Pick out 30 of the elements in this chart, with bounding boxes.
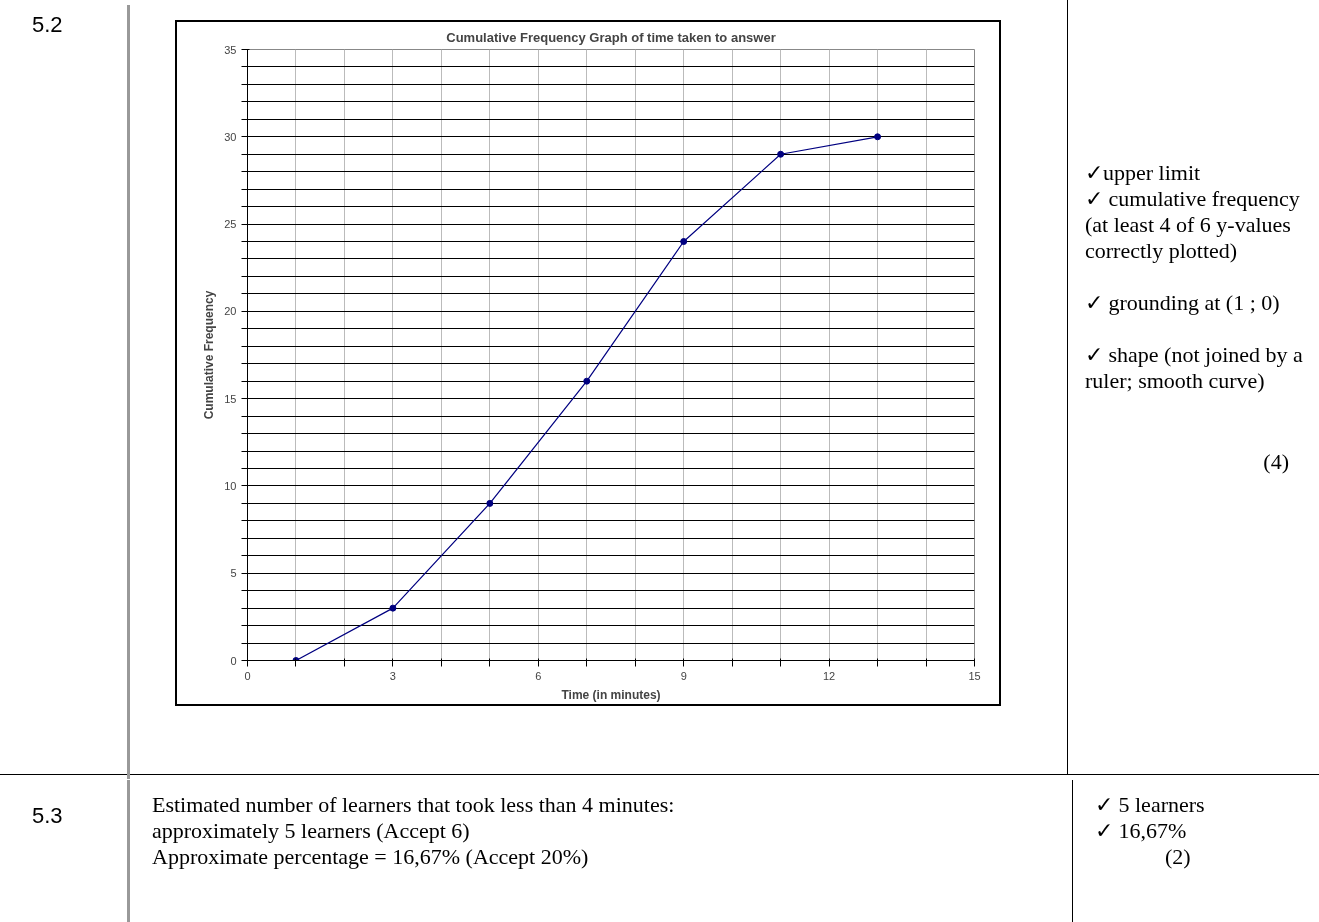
text: Estimated number of learners that took less than 4 minutes: (152, 792, 675, 817)
text: 5.3 (31, 802, 63, 830)
text: ✓ 16,67% (1095, 817, 1187, 843)
x-tick-label: 9 (680, 669, 687, 682)
y-tick-label: 0 (230, 654, 237, 667)
text: ✓ grounding at (1 ; 0) (1085, 289, 1280, 315)
x-axis-title: Time (in minutes) (561, 687, 661, 702)
text: (2) (1163, 843, 1192, 870)
text: ✓upper limit (1085, 160, 1201, 185)
x-tick-label: 12 (822, 669, 836, 682)
text: ✓ 5 learners (1095, 792, 1205, 817)
y-tick-label: 35 (224, 43, 237, 56)
y-tick-label: 30 (224, 130, 237, 143)
y-tick-label: 25 (224, 218, 237, 231)
x-tick-label: 3 (389, 669, 396, 682)
text: 5.2 (31, 11, 63, 39)
y-axis-title: Cumulative Frequency (202, 290, 217, 420)
text: (4) (1262, 447, 1290, 475)
y-tick-label: 5 (230, 567, 237, 580)
chart-title: Cumulative Frequency Graph of time taken to answer (446, 29, 776, 45)
x-tick-label: 0 (244, 669, 251, 682)
y-tick-label: 15 (224, 392, 237, 405)
x-tick-label: 6 (535, 669, 542, 682)
y-tick-label: 10 (224, 479, 237, 492)
x-tick-label: 15 (968, 669, 981, 682)
text: Approximate percentage = 16,67% (Accept 20%) (152, 843, 589, 869)
text: approximately 5 learners (Accept 6) (152, 817, 470, 843)
text: ✓ cumulative frequency (at least 4 of 6 y-values correctly plotted) (1085, 185, 1300, 263)
text: ✓ shape (not joined by a ruler; smooth curve) (1085, 341, 1303, 393)
y-tick-label: 20 (224, 305, 237, 318)
